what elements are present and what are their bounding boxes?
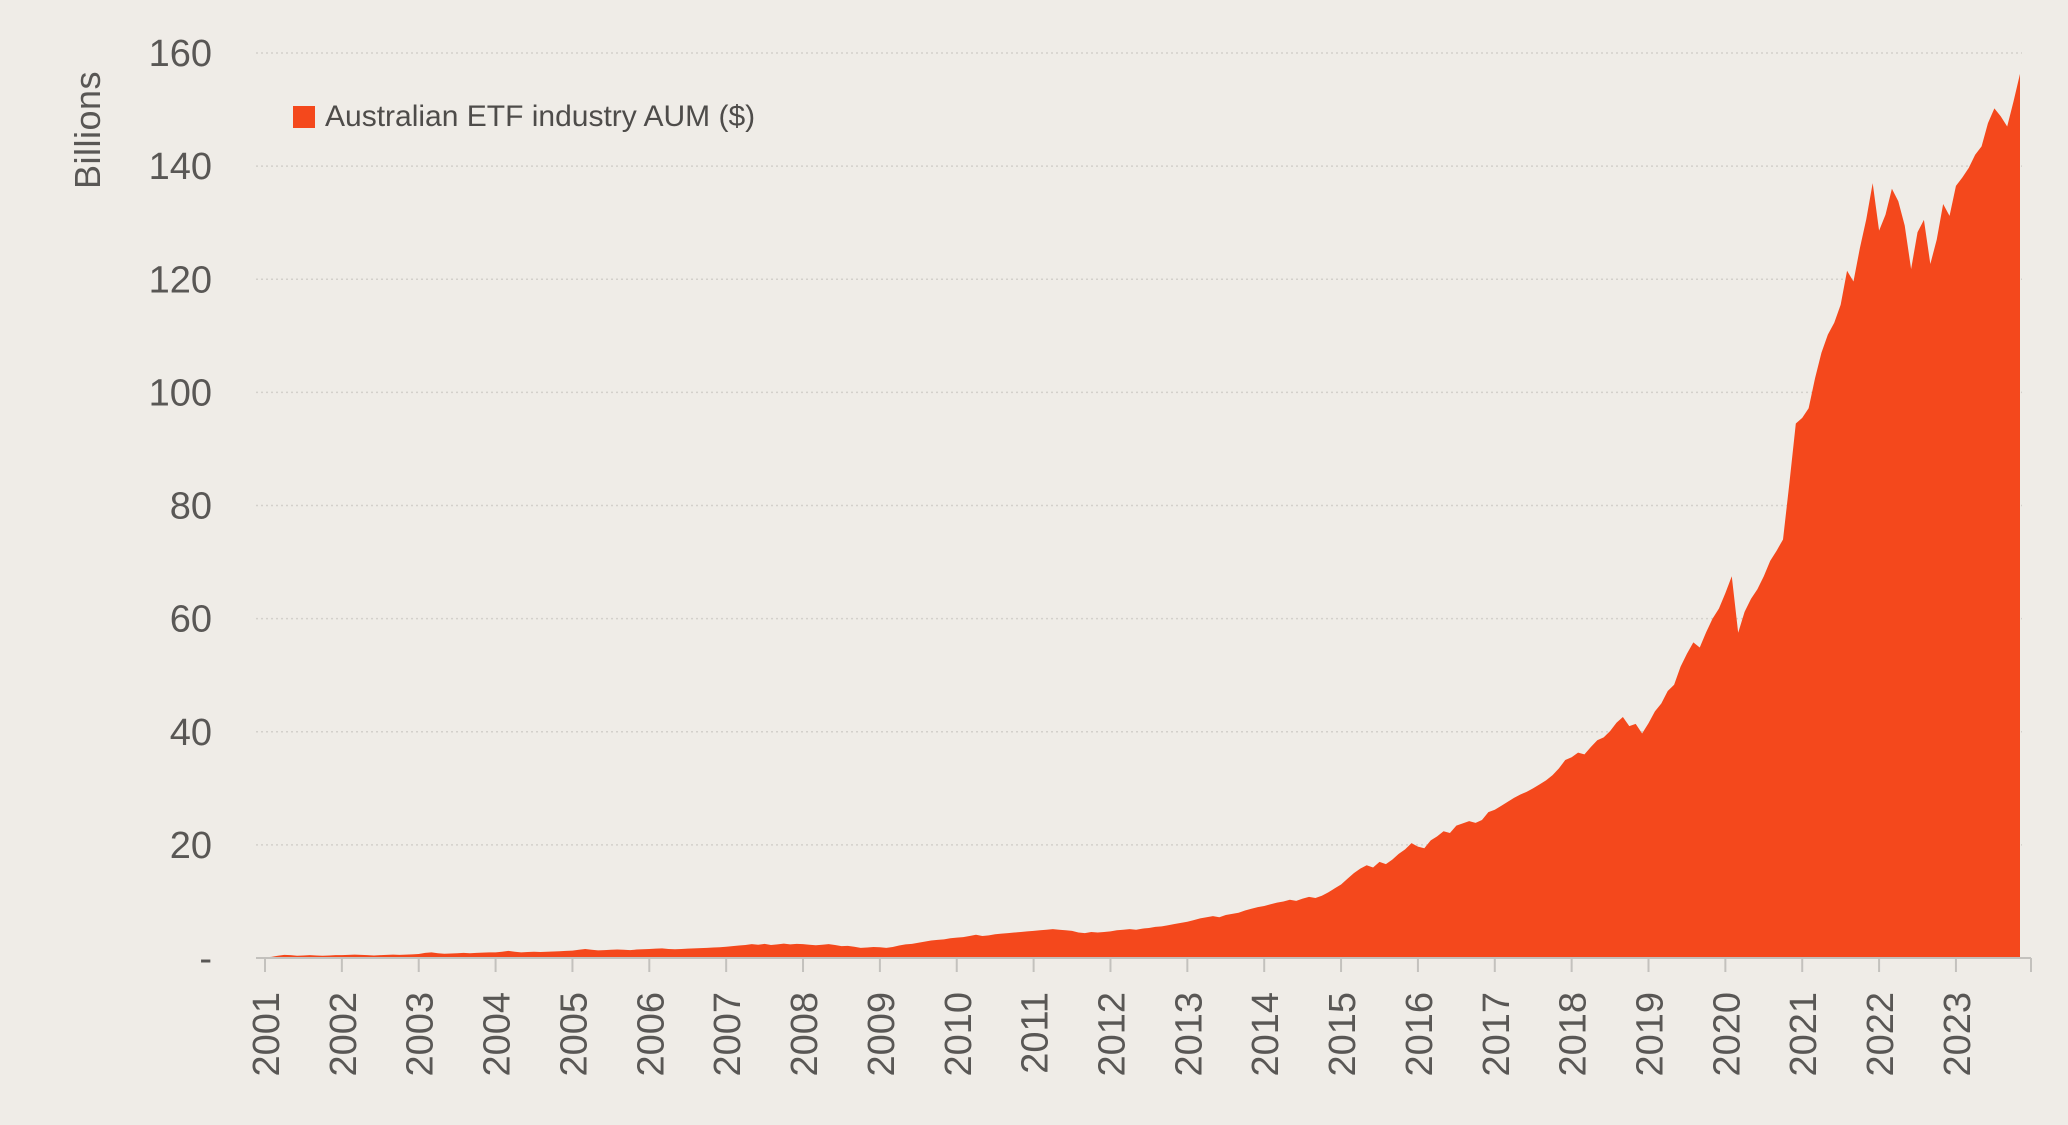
x-tick-label-2013: 2013 — [1168, 992, 1210, 1077]
x-tick-label-2005: 2005 — [553, 992, 595, 1077]
y-tick-label-120: 120 — [149, 259, 212, 301]
y-tick-label-zero: - — [199, 938, 212, 980]
x-tick-label-2019: 2019 — [1630, 992, 1672, 1077]
x-tick-label-2020: 2020 — [1706, 992, 1748, 1077]
x-tick-label-2011: 2011 — [1015, 992, 1057, 1074]
legend-swatch — [293, 106, 315, 128]
x-tick-label-2021: 2021 — [1783, 992, 1825, 1077]
x-tick-label-2018: 2018 — [1553, 992, 1595, 1077]
x-tick-label-2014: 2014 — [1245, 992, 1287, 1077]
y-tick-label-80: 80 — [170, 486, 212, 528]
x-axis — [256, 957, 2032, 972]
x-tick-label-2001: 2001 — [246, 992, 288, 1077]
x-tick-labels: 2001 2002 2003 2004 2005 2006 2007 2008 2009 2010… — [246, 992, 1979, 1077]
x-tick-label-2008: 2008 — [784, 992, 826, 1077]
x-tick-label-2016: 2016 — [1399, 992, 1441, 1077]
x-tick-label-2003: 2003 — [400, 992, 442, 1077]
y-tick-labels: 160 140 120 100 80 60 40 20 - — [149, 33, 212, 980]
x-tick-label-2006: 2006 — [630, 992, 672, 1077]
y-tick-label-140: 140 — [149, 146, 212, 188]
y-tick-label-40: 40 — [170, 712, 212, 754]
aum-area-series — [265, 73, 2020, 959]
x-tick-label-2015: 2015 — [1322, 992, 1364, 1077]
x-tick-label-2002: 2002 — [323, 992, 365, 1077]
legend-label: Australian ETF industry AUM ($) — [325, 100, 756, 133]
x-tick-label-2022: 2022 — [1860, 992, 1902, 1077]
x-tick-label-2012: 2012 — [1091, 992, 1133, 1077]
aum-area-shape — [265, 73, 2020, 959]
y-tick-label-160: 160 — [149, 33, 212, 75]
x-tick-label-2004: 2004 — [477, 992, 519, 1077]
x-tick-label-2017: 2017 — [1476, 992, 1518, 1077]
y-tick-label-100: 100 — [149, 372, 212, 414]
legend: Australian ETF industry AUM ($) — [293, 100, 755, 134]
x-tick-label-2007: 2007 — [707, 992, 749, 1077]
x-tick-label-2023: 2023 — [1937, 992, 1979, 1077]
x-tick-label-2010: 2010 — [938, 992, 980, 1077]
y-tick-label-60: 60 — [170, 599, 212, 641]
x-tick-label-2009: 2009 — [861, 992, 903, 1077]
y-tick-label-20: 20 — [170, 825, 212, 867]
